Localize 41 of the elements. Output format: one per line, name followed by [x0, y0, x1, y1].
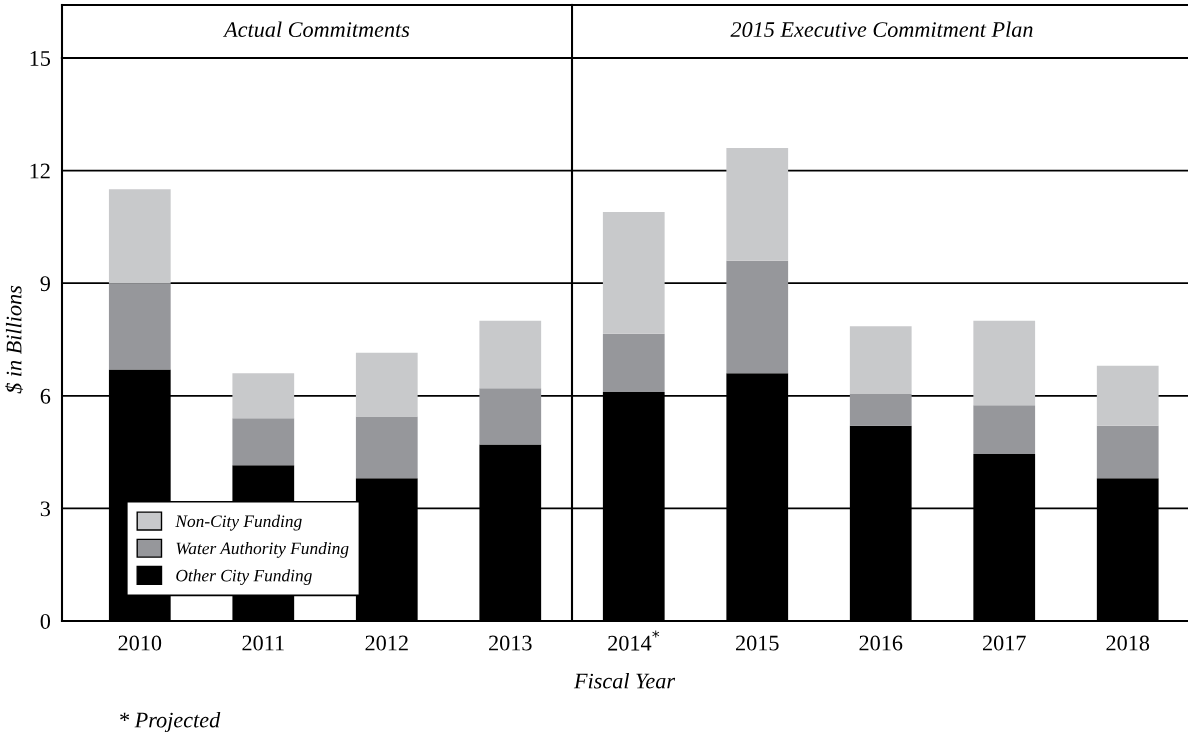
- bar: [232, 418, 295, 466]
- y-tick-label: 3: [40, 501, 51, 517]
- y-axis-title: $ in Billions: [5, 285, 24, 394]
- bar: [355, 416, 418, 479]
- y-tick-label: 12: [30, 163, 50, 179]
- bar: [726, 260, 789, 374]
- x-tick-label: 2014$^{*}$: [608, 630, 660, 651]
- x-tick-label: 2015: [736, 635, 779, 651]
- legend-label: Non-City Funding: [175, 514, 302, 531]
- bar: [849, 326, 912, 394]
- x-tick-label: 2010: [118, 635, 162, 651]
- bar: [602, 211, 665, 334]
- bar: [479, 320, 542, 389]
- chart-title: Actual Commitments: [222, 21, 410, 38]
- bar: [1096, 365, 1159, 426]
- x-tick-label: 2013: [489, 635, 532, 651]
- x-tick-label: 2016: [859, 635, 903, 651]
- text: * Projected: [120, 711, 221, 733]
- bar: [355, 352, 418, 417]
- bar: [108, 189, 171, 284]
- bar: [726, 148, 789, 261]
- y-tick-label: 9: [40, 276, 50, 292]
- x-tick-label: 2012: [365, 635, 408, 651]
- bar: [849, 393, 912, 426]
- bar: [108, 283, 171, 370]
- bar: [973, 405, 1036, 454]
- legend-label: Water Authority Funding: [176, 542, 349, 558]
- x-axis-title: Fiscal Year: [573, 672, 676, 689]
- legend-label: Other City Funding: [176, 569, 312, 586]
- x-tick-label: 2018: [1106, 635, 1150, 651]
- bar: [973, 320, 1036, 406]
- y-tick-label: 6: [40, 388, 51, 404]
- x-tick-label: 2017: [982, 635, 1026, 651]
- bar: [232, 373, 295, 419]
- y-tick-label: 15: [30, 51, 51, 66]
- bar: [602, 333, 665, 393]
- x-tick-label: 2011: [242, 635, 284, 651]
- y-tick-label: 0: [40, 613, 51, 629]
- chart-title: 2015 Executive Commitment Plan: [730, 21, 1033, 38]
- bar: [479, 388, 542, 445]
- bar: [1096, 425, 1159, 479]
